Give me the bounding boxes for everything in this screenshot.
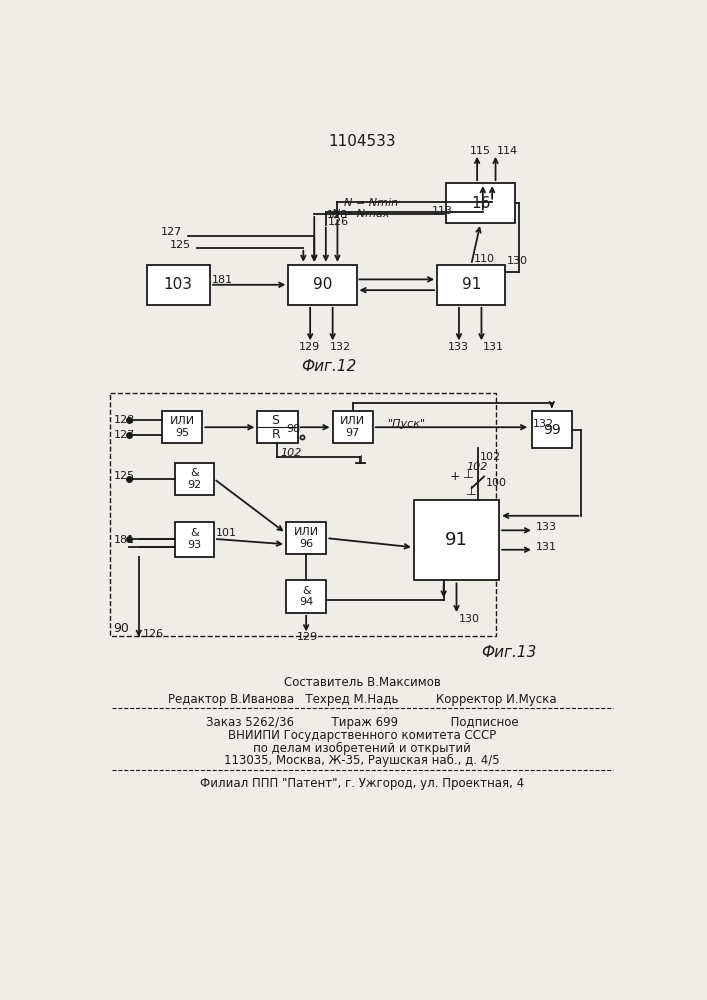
Text: 102: 102 xyxy=(467,462,488,472)
Text: 101: 101 xyxy=(216,528,236,538)
Bar xyxy=(286,522,327,554)
Text: 132: 132 xyxy=(329,342,351,352)
Text: 110: 110 xyxy=(474,254,495,264)
Text: &
92: & 92 xyxy=(187,468,201,490)
Text: 131: 131 xyxy=(537,542,557,552)
Text: 98: 98 xyxy=(286,424,300,434)
Text: по делам изобретений и открытий: по делам изобретений и открытий xyxy=(253,742,471,755)
Text: 128: 128 xyxy=(114,415,135,425)
Text: 90: 90 xyxy=(312,277,332,292)
Text: ИЛИ
95: ИЛИ 95 xyxy=(170,416,194,438)
Text: 133: 133 xyxy=(448,342,469,352)
Text: 130: 130 xyxy=(507,256,528,266)
Text: Филиал ППП "Патент", г. Ужгород, ул. Проектная, 4: Филиал ППП "Патент", г. Ужгород, ул. Про… xyxy=(200,777,524,790)
Text: 115: 115 xyxy=(469,146,491,156)
Bar xyxy=(175,522,214,557)
Text: ИЛИ
96: ИЛИ 96 xyxy=(293,527,319,549)
Text: R: R xyxy=(271,428,280,441)
Text: 102: 102 xyxy=(281,448,302,458)
Text: 128: 128 xyxy=(327,210,348,220)
Bar xyxy=(286,580,327,613)
Bar xyxy=(162,411,202,443)
Text: 99: 99 xyxy=(543,423,561,437)
Text: ⊥: ⊥ xyxy=(356,454,367,467)
Text: 126: 126 xyxy=(327,217,349,227)
Text: 132: 132 xyxy=(532,419,554,429)
Text: 1104533: 1104533 xyxy=(328,134,396,149)
Text: ⊥: ⊥ xyxy=(463,468,474,481)
Text: 16: 16 xyxy=(471,196,490,211)
Text: 133: 133 xyxy=(537,522,557,532)
Text: +: + xyxy=(450,470,460,483)
Text: 127: 127 xyxy=(160,227,182,237)
Text: Фиг.12: Фиг.12 xyxy=(301,359,356,374)
Text: 125: 125 xyxy=(114,471,135,481)
Text: 91: 91 xyxy=(445,531,468,549)
Text: N = Nmin: N = Nmin xyxy=(344,198,398,208)
Text: S: S xyxy=(271,414,279,427)
Text: Фиг.13: Фиг.13 xyxy=(481,645,536,660)
Text: &
94: & 94 xyxy=(299,586,313,607)
Text: Заказ 5262/36          Тираж 699              Подписное: Заказ 5262/36 Тираж 699 Подписное xyxy=(206,716,518,729)
Text: 129: 129 xyxy=(297,632,318,642)
Bar xyxy=(414,500,499,580)
Text: 102: 102 xyxy=(480,452,501,462)
Text: 129: 129 xyxy=(299,342,320,352)
Text: 91: 91 xyxy=(462,277,481,292)
Bar xyxy=(437,265,506,305)
Text: 130: 130 xyxy=(459,614,480,624)
Text: Составитель В.Максимов: Составитель В.Максимов xyxy=(284,676,440,689)
Text: 181: 181 xyxy=(211,275,233,285)
Text: 181: 181 xyxy=(114,535,135,545)
Text: "Пуск": "Пуск" xyxy=(388,419,426,429)
Text: ВНИИПИ Государственного комитета СССР: ВНИИПИ Государственного комитета СССР xyxy=(228,730,496,742)
Bar xyxy=(446,183,515,223)
Bar xyxy=(332,411,373,443)
Text: N = Nmax: N = Nmax xyxy=(332,209,390,219)
Text: 127: 127 xyxy=(114,430,135,440)
Text: 126: 126 xyxy=(143,629,164,639)
Text: &
93: & 93 xyxy=(187,528,201,550)
Text: ИЛИ
97: ИЛИ 97 xyxy=(340,416,366,438)
Text: 113035, Москва, Ж-35, Раушская наб., д. 4/5: 113035, Москва, Ж-35, Раушская наб., д. … xyxy=(224,754,500,767)
Text: Редактор В.Иванова   Техред М.Надь          Корректор И.Муска: Редактор В.Иванова Техред М.Надь Коррект… xyxy=(168,693,556,706)
Text: 113: 113 xyxy=(432,206,452,216)
Bar xyxy=(175,463,214,495)
Bar xyxy=(532,411,572,448)
Text: 114: 114 xyxy=(497,146,518,156)
Bar xyxy=(288,265,356,305)
Text: 103: 103 xyxy=(164,277,193,292)
Text: 90: 90 xyxy=(113,622,129,635)
Text: ⊥: ⊥ xyxy=(465,485,477,498)
Bar xyxy=(110,393,496,636)
Bar xyxy=(257,411,298,443)
Text: 100: 100 xyxy=(486,478,506,488)
Text: 131: 131 xyxy=(483,342,504,352)
Text: 125: 125 xyxy=(170,240,191,250)
Bar xyxy=(146,265,210,305)
